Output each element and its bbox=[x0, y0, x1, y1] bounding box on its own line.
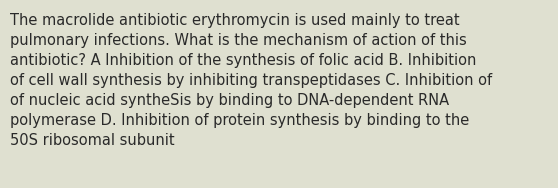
Text: The macrolide antibiotic erythromycin is used mainly to treat
pulmonary infectio: The macrolide antibiotic erythromycin is… bbox=[10, 13, 492, 148]
